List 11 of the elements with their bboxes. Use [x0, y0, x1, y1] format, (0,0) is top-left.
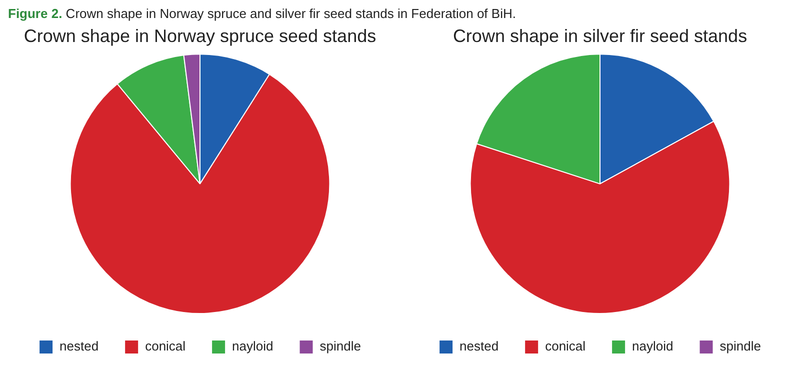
legend-label: nested	[60, 338, 99, 354]
caption: Figure 2. Crown shape in Norway spruce and silver fir seed stands in Federation of BiH.	[8, 6, 516, 21]
legend-label: conical	[145, 338, 186, 354]
legend-label: nayloid	[632, 338, 674, 354]
legend-label: conical	[545, 338, 586, 354]
chart-title: Crown shape in silver fir seed stands	[452, 26, 748, 46]
chart-title: Crown shape in Norway spruce seed stands	[24, 26, 376, 46]
legend-label: spindle	[720, 338, 761, 354]
legend-label: spindle	[320, 338, 361, 354]
legend-label: nayloid	[232, 338, 274, 354]
legend-label: nested	[460, 338, 499, 354]
